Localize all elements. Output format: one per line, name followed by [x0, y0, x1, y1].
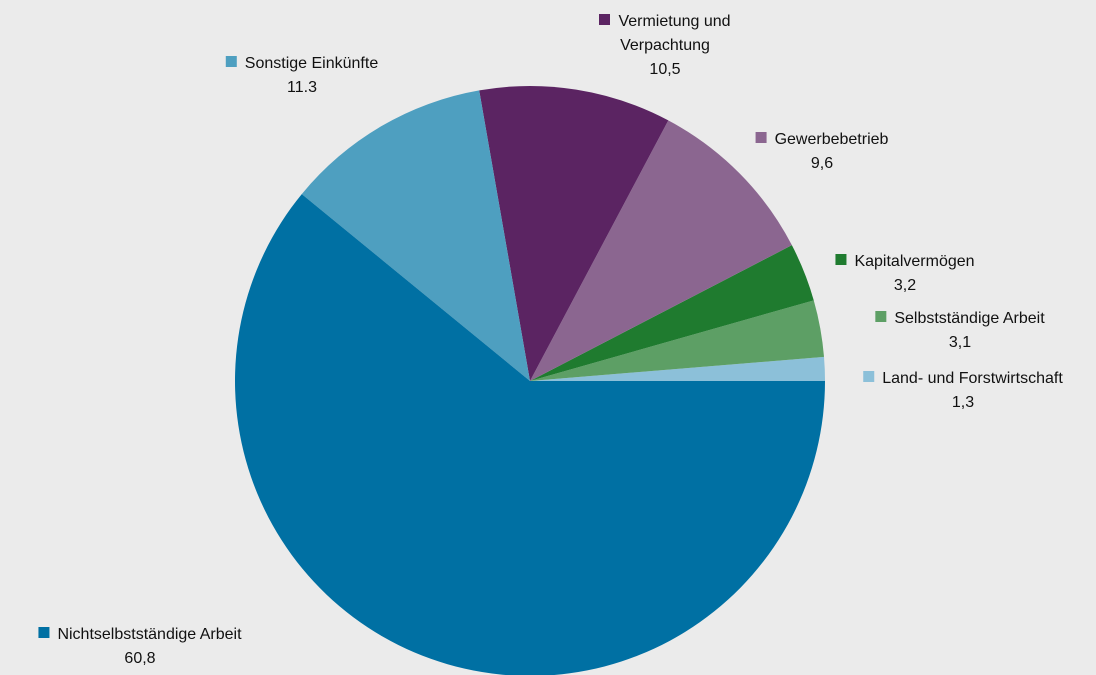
legend-swatch [38, 627, 50, 638]
category-label: Vermietung und Verpachtung [618, 13, 731, 54]
label-line: Land- und Forstwirtschaft [863, 367, 1063, 391]
category-label: Selbstständige Arbeit [894, 310, 1045, 327]
label-line: Sonstige Einkünfte [225, 52, 379, 76]
legend-swatch [599, 14, 611, 25]
pie-slice [301, 90, 530, 381]
label-line: Kapitalvermögen [835, 250, 975, 274]
legend-swatch [875, 311, 887, 322]
legend-swatch [835, 254, 847, 265]
label-line: Nichtselbstständige Arbeit [38, 623, 242, 647]
value-label: 9,6 [810, 155, 834, 172]
slice-label: Selbstständige Arbeit 3,1 [875, 307, 1045, 355]
legend-swatch [755, 132, 767, 143]
slice-label: Sonstige Einkünfte 11.3 [225, 52, 379, 100]
pie-slice [530, 245, 814, 381]
pie-slice [530, 300, 825, 381]
label-line: Vermietung und Verpachtung [580, 10, 750, 58]
pie-slice [235, 194, 825, 675]
label-line: Selbstständige Arbeit [875, 307, 1045, 331]
category-label: Nichtselbstständige Arbeit [57, 626, 242, 643]
value-label: 60,8 [124, 650, 156, 667]
category-label: Land- und Forstwirtschaft [882, 370, 1063, 387]
slice-label: Land- und Forstwirtschaft 1,3 [863, 367, 1063, 415]
label-line: Gewerbebetrieb [755, 128, 889, 152]
value-label: 10,5 [649, 61, 681, 78]
pie-slice [479, 86, 669, 382]
value-label: 3,2 [893, 277, 917, 294]
slice-label: Gewerbebetrieb 9,6 [755, 128, 889, 176]
legend-swatch [863, 371, 875, 382]
category-label: Kapitalvermögen [854, 253, 975, 270]
legend-swatch [225, 56, 237, 67]
value-label: 1,3 [951, 394, 975, 411]
pie-slice [530, 120, 792, 382]
slice-label: Vermietung und Verpachtung 10,5 [580, 10, 750, 82]
category-label: Gewerbebetrieb [774, 131, 889, 148]
pie-slice [530, 356, 825, 381]
value-label: 11.3 [287, 79, 317, 96]
value-label: 3,1 [948, 334, 972, 351]
category-label: Sonstige Einkünfte [244, 55, 379, 72]
slice-label: Nichtselbstständige Arbeit 60,8 [38, 623, 242, 671]
slice-label: Kapitalvermögen 3,2 [835, 250, 975, 298]
